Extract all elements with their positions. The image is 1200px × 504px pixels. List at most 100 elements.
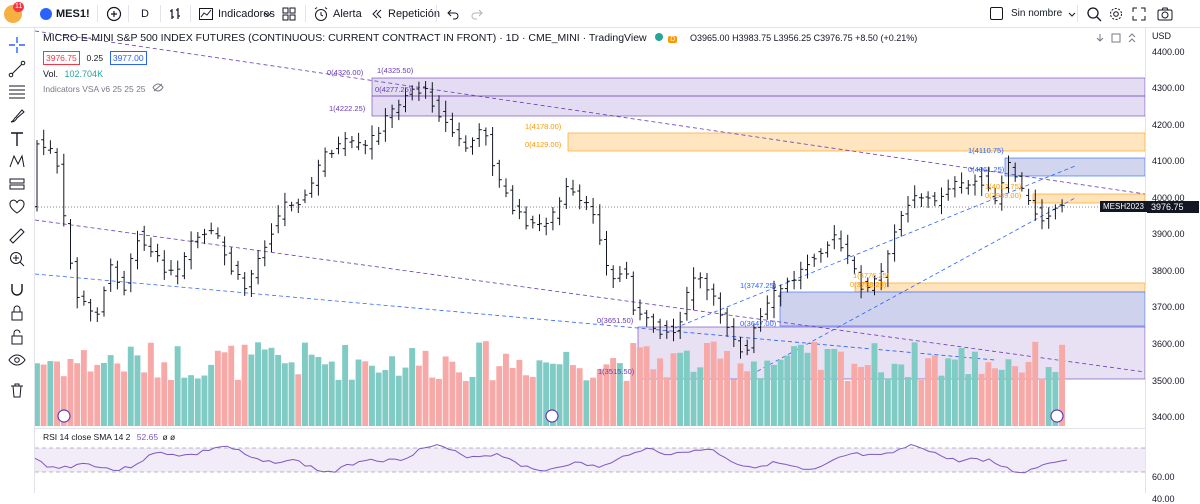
measure-tool[interactable] bbox=[8, 227, 26, 245]
layout-button[interactable] bbox=[282, 0, 296, 27]
volume-bar bbox=[395, 375, 402, 426]
volume-bar bbox=[992, 368, 998, 426]
volume-value: 102.704K bbox=[64, 69, 104, 79]
volume-bar bbox=[181, 377, 188, 426]
brush-tool[interactable] bbox=[8, 107, 26, 125]
lock-drawings-tool[interactable] bbox=[8, 328, 26, 346]
undo-icon bbox=[447, 9, 459, 19]
fib-zone-blue-top[interactable] bbox=[1004, 157, 1145, 177]
vsa-indicator-legend[interactable]: Indicators VSA v6 25 25 25 bbox=[43, 83, 164, 94]
fib-zone-orange-mid[interactable] bbox=[854, 282, 1145, 293]
volume-bar bbox=[1032, 341, 1039, 426]
interval-button[interactable]: D bbox=[141, 0, 149, 27]
settings-button[interactable] bbox=[1108, 0, 1124, 27]
trendline-lower-dashed[interactable] bbox=[35, 219, 1145, 373]
symbol-title[interactable]: MICRO E-MINI S&P 500 INDEX FUTURES (CONT… bbox=[43, 32, 647, 44]
chart-type-button[interactable] bbox=[167, 0, 183, 27]
bid-price-button[interactable]: 3976.75 bbox=[43, 51, 80, 65]
volume-bar bbox=[255, 342, 261, 426]
volume-bar bbox=[549, 363, 556, 426]
price-bars bbox=[35, 81, 1065, 359]
redo-button[interactable] bbox=[470, 0, 484, 27]
gear-icon bbox=[1110, 7, 1122, 20]
volume-bar bbox=[107, 355, 114, 426]
layout-name-button[interactable]: Sin nombre bbox=[990, 0, 1076, 27]
trash-icon bbox=[11, 383, 23, 398]
volume-bars bbox=[35, 341, 1065, 426]
rsi-line[interactable] bbox=[35, 443, 1068, 474]
eye-off-icon[interactable] bbox=[152, 83, 164, 92]
event-marker-icon[interactable] bbox=[57, 409, 71, 423]
hide-drawings-tool[interactable] bbox=[8, 351, 26, 369]
fib-zone-orange[interactable] bbox=[567, 132, 1145, 152]
channel-upper-dashed[interactable] bbox=[674, 165, 1076, 329]
vsa-indicator-label: Indicators VSA v6 25 25 25 bbox=[43, 84, 146, 94]
crosshair-tool[interactable] bbox=[8, 36, 26, 54]
trendline-tool[interactable] bbox=[8, 60, 26, 78]
price-axis[interactable]: USD 4400.00 4300.00 4200.00 4100.00 4000.00 3… bbox=[1100, 28, 1200, 504]
replay-label: Repetición bbox=[388, 7, 440, 20]
stay-drawing-tool[interactable] bbox=[8, 304, 26, 322]
volume-bar bbox=[670, 353, 677, 426]
ask-price-button[interactable]: 3977.00 bbox=[109, 51, 147, 65]
zoom-tool[interactable] bbox=[8, 250, 26, 268]
price-axis-label: 4400.00 bbox=[1152, 47, 1185, 57]
fib-zone-blue-mid[interactable] bbox=[779, 291, 1145, 327]
fib-label: 0(3989.00) bbox=[985, 191, 1022, 200]
volume-bar bbox=[402, 367, 409, 426]
top-toolbar: 11 MES1! D Indicadores Alerta Repetición bbox=[0, 0, 1200, 28]
fib-tool[interactable] bbox=[8, 83, 26, 101]
indicators-button[interactable]: Indicadores bbox=[198, 0, 275, 27]
price-chart-svg[interactable] bbox=[35, 28, 1145, 428]
volume-bar bbox=[918, 380, 925, 426]
volume-bar bbox=[730, 379, 737, 426]
remove-drawings-tool[interactable] bbox=[8, 381, 26, 399]
magnet-tool[interactable] bbox=[8, 281, 26, 299]
pattern-tool[interactable] bbox=[8, 152, 26, 170]
volume-bar bbox=[690, 371, 697, 426]
spread-value: 0.25 bbox=[86, 53, 104, 63]
arrow-down-icon[interactable] bbox=[1095, 33, 1105, 43]
snapshot-button[interactable] bbox=[1157, 0, 1173, 27]
event-marker-icon[interactable] bbox=[545, 409, 559, 423]
forecast-tool[interactable] bbox=[8, 175, 26, 193]
maximize-pane-icon[interactable] bbox=[1111, 33, 1121, 43]
collapse-pane-icon[interactable] bbox=[1127, 33, 1137, 43]
currency-label[interactable]: USD bbox=[1152, 31, 1172, 41]
volume-bar bbox=[764, 360, 771, 426]
compare-add-button[interactable] bbox=[106, 0, 122, 27]
fullscreen-button[interactable] bbox=[1132, 0, 1146, 27]
symbol-search[interactable]: MES1! bbox=[40, 0, 90, 27]
user-avatar[interactable]: 11 bbox=[4, 0, 25, 27]
fib-label: 1(4012.75) bbox=[985, 182, 1022, 191]
rsi-chart-svg[interactable] bbox=[35, 429, 1145, 493]
price-axis-label: 3700.00 bbox=[1152, 302, 1185, 312]
volume-bar bbox=[214, 350, 221, 426]
price-axis-label: 3600.00 bbox=[1152, 339, 1185, 349]
magnet-icon bbox=[11, 284, 23, 296]
price-axis-label: 4000.00 bbox=[1152, 193, 1185, 203]
replay-button[interactable]: Repetición bbox=[370, 0, 440, 27]
volume-bar bbox=[663, 377, 670, 426]
fib-zone-upper[interactable] bbox=[371, 77, 1145, 117]
volume-bar bbox=[958, 348, 965, 426]
rsi-pane[interactable]: RSI 14 close SMA 14 2 52.65 ø ø bbox=[35, 428, 1145, 494]
price-chart-pane[interactable]: 0(4326.00) 1(4325.50) 0(4277.25) 1(4222.… bbox=[35, 28, 1145, 428]
favorites-tool[interactable] bbox=[8, 198, 26, 216]
grid-layout-icon bbox=[282, 7, 296, 20]
search-button[interactable] bbox=[1086, 0, 1102, 27]
indicator-templates-button[interactable] bbox=[264, 0, 272, 27]
fib-zone-orange-small[interactable] bbox=[1032, 193, 1145, 204]
volume-bar bbox=[596, 368, 603, 426]
volume-bar bbox=[221, 352, 228, 426]
volume-bar bbox=[616, 363, 623, 426]
event-marker-icon[interactable] bbox=[1050, 409, 1064, 423]
undo-button[interactable] bbox=[446, 0, 460, 27]
volume-bar bbox=[54, 361, 60, 426]
volume-bar bbox=[174, 346, 181, 426]
alert-label: Alerta bbox=[333, 7, 362, 20]
trendline-upper-dashed[interactable] bbox=[35, 30, 1145, 195]
alert-button[interactable]: Alerta bbox=[313, 0, 362, 27]
text-tool[interactable] bbox=[8, 130, 26, 148]
rsi-legend[interactable]: RSI 14 close SMA 14 2 52.65 ø ø bbox=[43, 432, 175, 442]
